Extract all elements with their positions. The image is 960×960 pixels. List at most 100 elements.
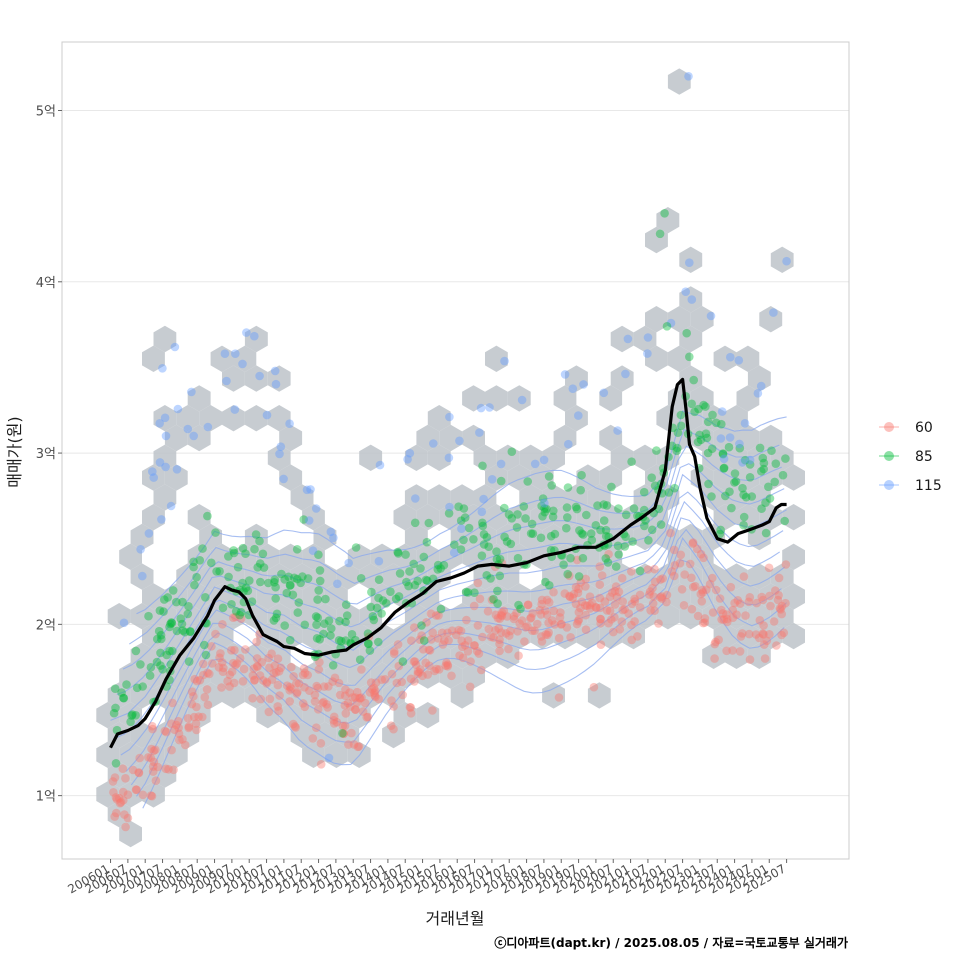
point-85 — [502, 537, 512, 546]
point-115 — [681, 287, 690, 297]
point-60 — [267, 649, 276, 658]
hexbin-cell — [256, 543, 280, 570]
hexbin-cell — [164, 583, 188, 610]
point-60 — [504, 644, 513, 654]
point-60 — [231, 660, 240, 670]
point-85 — [550, 529, 560, 539]
point-60 — [433, 634, 443, 643]
point-85 — [685, 352, 694, 362]
point-60 — [596, 614, 605, 624]
point-85 — [444, 509, 454, 518]
point-85 — [189, 557, 198, 567]
point-115 — [643, 333, 653, 342]
point-60 — [252, 661, 262, 671]
point-60 — [174, 723, 183, 733]
point-85 — [176, 614, 185, 623]
point-60 — [424, 645, 434, 655]
hexbin-cell — [702, 405, 725, 432]
hexbin-cell — [279, 543, 303, 570]
point-85 — [405, 567, 414, 576]
density-contour — [128, 428, 780, 645]
y-axis-title: 매매가(원) — [5, 416, 24, 487]
point-60 — [499, 606, 509, 616]
point-85 — [178, 626, 187, 635]
point-60 — [286, 684, 296, 693]
point-85 — [303, 574, 313, 583]
legend-item-85[interactable]: 85 — [879, 449, 933, 465]
point-60 — [410, 623, 419, 632]
hexbin-cell — [713, 345, 737, 372]
point-85 — [413, 576, 423, 586]
point-85 — [394, 592, 404, 601]
point-60 — [223, 676, 232, 686]
hexbin-cell — [450, 682, 474, 709]
point-60 — [151, 776, 161, 785]
hexbin-cell — [393, 702, 417, 729]
point-60 — [285, 697, 295, 706]
point-85 — [718, 449, 728, 459]
point-60 — [276, 663, 286, 673]
hexbin-cell — [107, 603, 131, 630]
point-85 — [172, 626, 182, 636]
point-60 — [620, 605, 629, 614]
point-60 — [160, 726, 170, 736]
hexbin-cell — [404, 444, 428, 471]
point-85 — [203, 511, 212, 521]
point-60 — [236, 614, 246, 623]
point-85 — [647, 473, 656, 483]
point-115 — [138, 571, 147, 581]
point-60 — [231, 612, 240, 622]
point-60 — [771, 586, 780, 595]
point-115 — [160, 413, 170, 423]
point-85 — [110, 684, 120, 693]
legend-label-85: 85 — [915, 449, 933, 465]
point-60 — [264, 653, 273, 663]
point-60 — [134, 768, 144, 778]
point-60 — [202, 685, 212, 694]
hexbin-cell — [142, 345, 165, 372]
hexbin-cell — [645, 345, 668, 372]
point-60 — [198, 712, 207, 722]
point-60 — [495, 635, 504, 644]
point-60 — [630, 597, 640, 606]
point-85 — [433, 565, 443, 574]
point-60 — [167, 719, 176, 728]
point-60 — [774, 591, 783, 600]
point-115 — [475, 428, 484, 437]
point-60 — [367, 685, 377, 694]
point-60 — [351, 705, 360, 714]
point-60 — [554, 633, 564, 643]
hexbin-cell — [176, 563, 200, 590]
point-60 — [203, 668, 212, 678]
point-60 — [458, 642, 467, 652]
point-60 — [530, 626, 539, 635]
point-60 — [745, 593, 755, 602]
point-60 — [292, 679, 301, 688]
point-60 — [192, 725, 201, 735]
point-85 — [694, 404, 703, 414]
point-60 — [194, 712, 203, 721]
point-60 — [178, 735, 187, 744]
point-60 — [347, 728, 356, 738]
legend-item-60[interactable]: 60 — [879, 420, 933, 436]
point-115 — [455, 436, 464, 446]
hexbin-cell — [439, 424, 463, 452]
point-60 — [274, 667, 284, 676]
point-85 — [521, 514, 530, 523]
density-contour — [136, 537, 787, 797]
point-60 — [732, 610, 741, 619]
point-60 — [411, 660, 421, 670]
point-60 — [505, 631, 514, 640]
hexbin-cell — [450, 603, 474, 630]
point-60 — [248, 671, 258, 680]
point-60 — [118, 764, 128, 773]
hexbin-cell — [176, 405, 200, 432]
point-60 — [460, 641, 470, 650]
density-contour — [120, 500, 781, 756]
point-85 — [587, 535, 597, 545]
point-60 — [289, 719, 298, 729]
legend-item-115[interactable]: 115 — [879, 478, 942, 494]
hexbin-cell — [416, 504, 440, 531]
point-60 — [114, 793, 124, 803]
hexbin-cell — [187, 385, 211, 412]
